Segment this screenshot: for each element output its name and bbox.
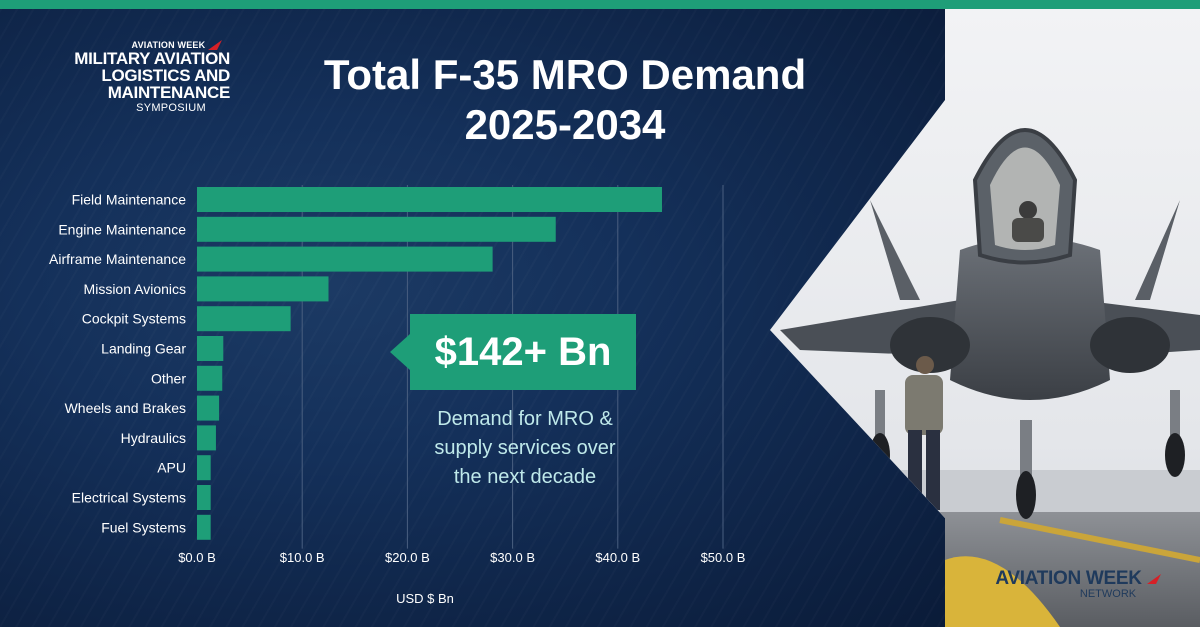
symposium-brand-text: AVIATION WEEK (131, 40, 206, 50)
callout-line-1: Demand for MRO & (437, 408, 613, 430)
category-label: Field Maintenance (72, 192, 187, 208)
category-label: Electrical Systems (72, 490, 186, 506)
category-label: Mission Avionics (84, 281, 186, 297)
category-label: APU (157, 460, 186, 476)
bar-layer (197, 187, 662, 540)
symposium-line-3: MAINTENANCE (107, 83, 231, 102)
aw-logo-sub: NETWORK (1079, 588, 1137, 600)
category-label: Hydraulics (121, 430, 186, 446)
tick-label: $30.0 B (490, 550, 535, 565)
chart-title: Total F-35 MRO Demand 2025-2034 (240, 50, 890, 150)
bar (197, 455, 211, 481)
total-demand-callout: $142+ Bn (410, 314, 636, 390)
callout-description: Demand for MRO & supply services over th… (400, 405, 650, 492)
category-label: Other (151, 370, 186, 386)
chart-title-line-1: Total F-35 MRO Demand (323, 51, 807, 98)
category-label: Wheels and Brakes (65, 400, 186, 416)
aw-logo-main: AVIATION WEEK (988, 568, 1168, 590)
bar (197, 395, 220, 421)
bar (197, 187, 662, 212)
top-accent-bar (0, 0, 1200, 9)
chart-panel-background (0, 9, 945, 627)
symposium-logo: AVIATION WEEK MILITARY AVIATION LOGISTIC… (30, 38, 230, 114)
category-label: Fuel Systems (101, 519, 186, 535)
symposium-line-2: LOGISTICS AND (101, 66, 230, 85)
aviation-week-network-logo: AVIATION WEEK NETWORK (988, 568, 1168, 600)
category-label: Cockpit Systems (82, 311, 186, 327)
bar (197, 336, 224, 361)
tick-label: $10.0 B (280, 550, 325, 565)
category-label: Engine Maintenance (58, 221, 186, 237)
bar (197, 514, 211, 540)
callout-line-3: the next decade (453, 466, 597, 488)
category-labels: Field Maintenance Engine Maintenance Airfr… (49, 192, 186, 536)
callout-arrow (390, 334, 410, 370)
aw-logo-main-text: AVIATION WEEK (995, 568, 1142, 589)
bar (197, 425, 216, 451)
bar (197, 246, 493, 272)
tick-label: $20.0 B (385, 550, 430, 565)
category-label: Landing Gear (101, 341, 186, 357)
category-label: Airframe Maintenance (49, 251, 186, 267)
bar (197, 365, 223, 391)
symposium-brand: AVIATION WEEK (30, 38, 222, 50)
tick-label: $40.0 B (595, 550, 640, 565)
tick-label: $0.0 B (178, 550, 216, 565)
bar (197, 216, 556, 242)
bar (197, 276, 329, 302)
symposium-line-1: MILITARY AVIATION (74, 49, 230, 68)
aviation-week-swoosh-icon (208, 40, 222, 50)
x-axis-title: USD $ Bn (396, 591, 454, 606)
callout-line-2: supply services over (434, 437, 616, 459)
symposium-sub: SYMPOSIUM (136, 102, 206, 114)
tick-labels: $0.0 B $10.0 B $20.0 B $30.0 B $40.0 B $50.0 … (178, 550, 745, 565)
aviation-week-swoosh-icon (1146, 574, 1161, 584)
tick-label: $50.0 B (701, 550, 746, 565)
bar (197, 485, 211, 510)
bar-chart: Field Maintenance Engine Maintenance Airfr… (49, 185, 745, 606)
chart-title-line-2: 2025-2034 (464, 101, 666, 148)
bar (197, 306, 291, 332)
